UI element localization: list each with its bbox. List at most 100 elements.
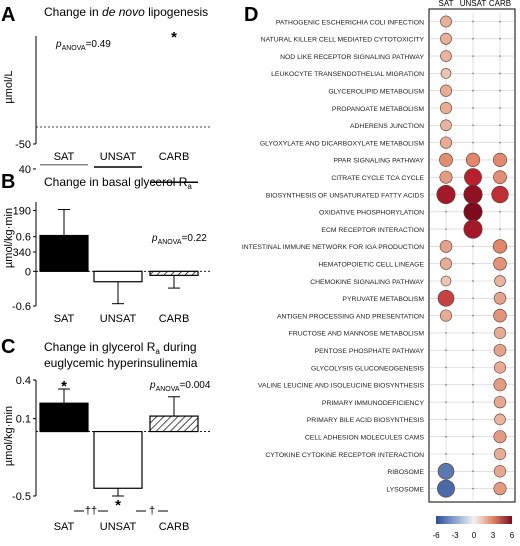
colorbar [436,516,512,524]
panel-a-letter: A [1,4,15,26]
dot-carb [493,292,507,305]
dot-empty [445,228,447,231]
panel-b-letter: B [1,171,15,193]
panel-a-sig-carb: * [171,29,177,46]
pathway-label: OXIDATIVE PHOSPHORYLATION [319,210,424,217]
y-tick-label: 0.4 [16,375,31,387]
dot-carb [494,275,506,287]
y-tick-label: 190 [13,205,31,217]
bar-carb [149,270,199,276]
bar-sat [39,234,89,272]
dot-sat [440,68,452,79]
pathway-label: PRIMARY IMMUNODEFICIENCY [322,400,425,407]
dot-empty [445,383,447,386]
dot-carb [493,447,507,461]
pathway-label: CYTOKINE CYTOKINE RECEPTOR INTERACTION [265,452,424,459]
pathway-label: ECM RECEPTOR INTERACTION [321,227,424,234]
dot-empty [472,297,474,300]
dot-carb [493,395,507,409]
category-label-sat: SAT [54,151,75,163]
panel-a-ylabel: µmol/L [3,70,15,103]
dot-carb [493,343,507,357]
y-tick-label: -0.6 [12,301,31,313]
panel-b-stat: pANOVA=0.22 [151,233,207,246]
dot-empty [472,245,474,248]
dot-sat [439,136,453,149]
category-label-unsat: UNSAT [100,521,137,533]
pathway-label: ANTIGEN PROCESSING AND PRESENTATION [277,313,424,320]
pathway-label: ADHERENS JUNCTION [350,123,424,130]
panel-a-stat: pANOVA=0.49 [55,39,111,52]
bar-carb [149,415,199,433]
panel-c-ylabel: µmol/kg·min [3,406,15,466]
comparison-mark-unsat-carb: † [149,505,155,517]
dot-sat [440,275,452,287]
dot-empty [472,20,474,23]
dot-empty [472,470,474,473]
dot-sat [440,32,452,45]
dot-sat [436,185,456,205]
panel-c-ticks: 0.4 0.1 -0.5 [12,375,36,503]
dot-empty [472,453,474,455]
dot-carb [493,465,507,478]
dot-empty [472,107,474,109]
dot-empty [445,435,447,438]
dot-carb [492,239,508,254]
panel-b-ylabel: µmol/kg·min [3,208,15,268]
category-label-carb: CARB [159,151,190,163]
panel-d-rows: PATHOGENIC ESCHERICHIA COLI INFECTION NAT… [242,19,425,493]
colorbar-tick-label: -3 [451,531,459,540]
bar-unsat [93,270,143,283]
pathway-label: CELL ADHESION MOLECULES CAMS [305,435,425,442]
dot-carb [493,326,507,339]
dot-empty [445,453,447,455]
dot-empty [499,55,501,57]
dot-empty [472,124,474,127]
panel-d-column-headers: SAT UNSAT CARB [439,0,512,8]
dot-empty [472,332,474,334]
dot-empty [472,435,474,438]
bar-unsat [93,430,143,489]
y-tick-label: 0.6 [16,232,31,244]
category-label-carb: CARB [159,521,190,533]
y-tick-label: 0 [25,266,31,278]
comparison-mark-sat-carb: * [115,497,121,514]
dot-carb [493,378,507,392]
dot-carb [493,430,507,444]
dot-empty [472,314,474,317]
dot-empty [499,20,501,23]
y-tick-label: -0.5 [12,491,31,503]
dot-sat [440,15,452,28]
dot-empty [472,280,474,282]
panel-b-ticks: 0.6 0 -0.6 [12,232,36,313]
pathway-label: PENTOSE PHOSPHATE PATHWAY [315,348,425,355]
dot-carb [493,170,507,185]
dot-empty [445,418,447,421]
colorbar-tick-label: 6 [510,531,515,540]
dot-empty [499,89,501,92]
panel-b-title: Change in basal glycerol Ra [44,175,192,191]
column-header-unsat: UNSAT [460,0,487,8]
pathway-label: PYRUVATE METABOLISM [342,296,424,303]
dot-carb [493,361,507,374]
panel-c-letter: C [1,336,15,358]
pathway-label: FRUCTOSE AND MANNOSE METABOLISM [289,331,425,338]
y-tick-label: 0.1 [16,414,31,426]
panel-c-categories: SAT UNSAT CARB [54,521,190,533]
panel-a-ticks: 340 190 40 -50 [13,139,36,259]
dot-sat [440,50,452,62]
pathway-label: LYSOSOME [386,486,424,493]
pathway-label: PROPANOATE METABOLISM [332,106,424,113]
dot-sat [439,170,453,184]
y-tick-label: 340 [13,247,31,259]
dot-empty [445,332,447,334]
dot-carb [493,256,507,271]
dot-unsat [464,168,482,187]
dot-empty [499,124,501,127]
pathway-label: GLYCOLYSIS GLUCONEOGENESIS [311,365,425,372]
dot-empty [445,349,447,352]
pathway-label: PRIMARY BILE ACID BIOSYNTHESIS [307,417,425,424]
panel-c-title-line2: euglycemic hyperinsulinemia [44,356,198,370]
dot-sat [439,101,453,115]
